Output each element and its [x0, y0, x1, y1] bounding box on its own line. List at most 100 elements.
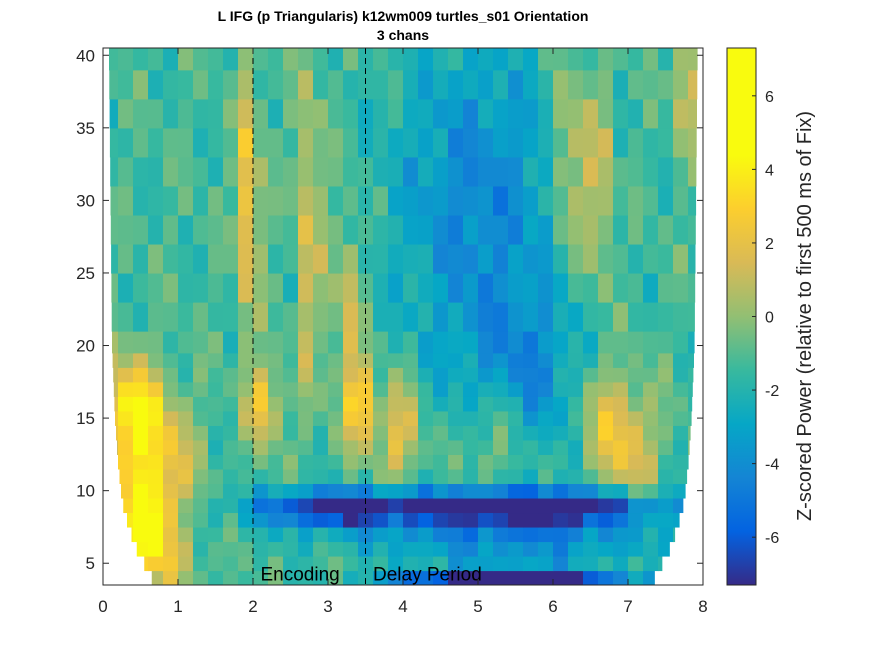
heatmap-cell: [328, 570, 344, 585]
heatmap-cell: [283, 214, 299, 245]
heatmap-cell: [163, 272, 179, 303]
heatmap-cell: [268, 410, 284, 426]
colorbar-tick-label: 0: [765, 310, 774, 327]
heatmap-cell: [538, 367, 554, 383]
heatmap-cell: [673, 483, 686, 499]
heatmap-cell: [553, 272, 569, 303]
heatmap-cell: [688, 396, 693, 412]
heatmap-cell: [478, 331, 494, 354]
heatmap-cell: [238, 381, 254, 397]
heatmap-cell: [253, 214, 269, 245]
heatmap-cell: [568, 127, 584, 158]
heatmap-cell: [598, 331, 614, 354]
heatmap-cell: [688, 69, 698, 100]
heatmap-cell: [223, 156, 239, 187]
heatmap-cell: [553, 425, 569, 441]
heatmap-cell: [403, 396, 419, 412]
heatmap-cell: [433, 526, 449, 543]
heatmap-cell: [478, 272, 494, 303]
heatmap-cell: [688, 439, 690, 455]
heatmap-cell: [598, 272, 614, 303]
heatmap-cell: [373, 367, 389, 383]
heatmap-cell: [343, 243, 359, 274]
heatmap-cell: [673, 396, 689, 412]
heatmap-cell: [373, 570, 389, 585]
heatmap-cell: [418, 381, 434, 397]
heatmap-cell: [283, 526, 299, 543]
heatmap-cell: [253, 48, 269, 71]
heatmap-cell: [553, 381, 569, 397]
heatmap-cell: [148, 367, 164, 383]
heatmap-cell: [118, 454, 134, 470]
heatmap-cell: [583, 48, 599, 71]
heatmap-cell: [568, 512, 584, 528]
heatmap-cell: [133, 243, 149, 274]
heatmap-cell: [598, 425, 614, 441]
heatmap-cell: [388, 454, 404, 470]
heatmap-cell: [208, 526, 224, 543]
heatmap-cell: [313, 331, 329, 354]
heatmap-cell: [448, 352, 464, 368]
heatmap-cell: [208, 555, 224, 572]
heatmap-cell: [553, 497, 569, 514]
heatmap-cell: [658, 555, 663, 572]
heatmap-cell: [688, 98, 697, 129]
heatmap-cell: [463, 381, 479, 397]
heatmap-cell: [193, 555, 209, 572]
heatmap-cell: [553, 48, 569, 71]
heatmap-cell: [193, 48, 209, 71]
heatmap-cell: [538, 439, 554, 455]
heatmap-cell: [433, 156, 449, 187]
heatmap-cell: [373, 127, 389, 158]
heatmap-cell: [508, 301, 524, 332]
heatmap-cell: [463, 570, 479, 585]
heatmap-cell: [163, 243, 179, 274]
heatmap-cell: [643, 156, 659, 187]
heatmap-cell: [193, 541, 209, 557]
heatmap-cell: [463, 272, 479, 303]
heatmap-cell: [328, 301, 344, 332]
heatmap-cell: [163, 541, 179, 557]
heatmap-cell: [115, 410, 119, 426]
heatmap-cell: [373, 468, 389, 484]
heatmap-cell: [493, 526, 509, 543]
heatmap-cell: [523, 214, 539, 245]
heatmap-cell: [553, 410, 569, 426]
heatmap-cell: [493, 439, 509, 455]
x-tick-label: 3: [323, 597, 332, 616]
heatmap-cell: [268, 48, 284, 71]
heatmap-cell: [178, 69, 194, 100]
heatmap-cell: [403, 156, 419, 187]
heatmap-cell: [253, 526, 269, 543]
heatmap-cell: [493, 512, 509, 528]
heatmap-cell: [598, 98, 614, 129]
heatmap-cell: [373, 98, 389, 129]
heatmap-cell: [448, 425, 464, 441]
heatmap-cell: [328, 48, 344, 71]
heatmap-cell: [328, 156, 344, 187]
heatmap-cell: [133, 331, 149, 354]
heatmap-cell: [313, 98, 329, 129]
heatmap-cell: [118, 185, 134, 216]
heatmap-cell: [283, 301, 299, 332]
heatmap-cell: [373, 454, 389, 470]
heatmap-cell: [403, 272, 419, 303]
heatmap-cell: [493, 555, 509, 572]
heatmap-cell: [403, 301, 419, 332]
x-tick-label: 4: [398, 597, 407, 616]
heatmap-cell: [283, 98, 299, 129]
heatmap-cell: [118, 48, 134, 71]
heatmap-cell: [403, 367, 419, 383]
heatmap-cell: [193, 272, 209, 303]
heatmap-cell: [478, 541, 494, 557]
heatmap-cell: [193, 410, 209, 426]
heatmap-cell: [448, 214, 464, 245]
heatmap-cell: [673, 367, 689, 383]
heatmap-cell: [538, 331, 554, 354]
heatmap-cell: [388, 555, 404, 572]
heatmap-cell: [268, 526, 284, 543]
x-tick-label: 0: [98, 597, 107, 616]
heatmap-cell: [343, 512, 359, 528]
heatmap-cell: [508, 570, 524, 585]
